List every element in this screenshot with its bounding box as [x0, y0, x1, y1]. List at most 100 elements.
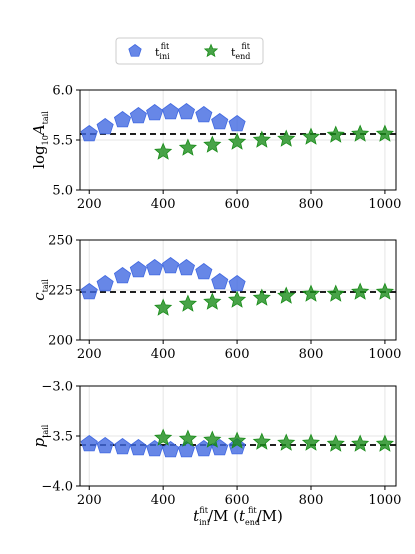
x-tick-label: 400	[151, 347, 176, 362]
series-end	[154, 282, 394, 316]
pentagon-point	[146, 104, 164, 121]
legend: tinifit tendfit	[115, 37, 264, 65]
x-tick-label: 400	[151, 197, 176, 212]
pentagon-point	[177, 103, 196, 120]
x-axis-label-text: tinifit/M (tendfit/M)	[193, 506, 283, 527]
pentagon-point	[129, 439, 147, 456]
star-point	[178, 138, 197, 156]
legend-label: tinifit	[155, 42, 170, 61]
y-tick-label: 200	[48, 334, 73, 349]
pentagon-point	[80, 435, 98, 452]
x-tick-label: 600	[225, 493, 250, 508]
star-point	[277, 286, 296, 304]
star-point	[227, 290, 247, 308]
star-point	[154, 298, 173, 316]
pentagon-point	[113, 267, 132, 284]
star-point	[301, 127, 321, 145]
pentagon-point	[96, 437, 114, 454]
legend-frame	[115, 37, 264, 65]
chart-panel-3: 200 400 600 800 1000 −4.0 −3.5 −3.0 ptail	[30, 380, 401, 509]
star-point	[203, 430, 222, 448]
series-end	[154, 428, 394, 452]
star-point	[252, 130, 271, 148]
pentagon-point	[129, 261, 147, 278]
star-point	[154, 428, 173, 446]
legend-entry: tendfit	[203, 42, 251, 61]
x-tick-label: 800	[299, 197, 324, 212]
x-tick-label: 800	[299, 347, 324, 362]
star-point	[252, 432, 271, 450]
star-point	[375, 434, 394, 452]
star-point	[227, 132, 247, 150]
star-point	[326, 284, 345, 302]
star-point	[203, 135, 222, 153]
star-point	[252, 288, 271, 306]
x-tick-label: 1000	[368, 197, 401, 212]
star-point	[351, 282, 370, 300]
pentagon-point	[195, 106, 213, 123]
star-point	[178, 294, 197, 312]
y-tick-label: 225	[48, 284, 73, 299]
star-point	[301, 433, 321, 451]
star-point	[178, 429, 197, 447]
y-tick-label: −4.0	[41, 480, 73, 495]
chart-panel-2: 200 400 600 800 1000 200 225 250 ctail	[30, 234, 401, 363]
star-point	[154, 142, 173, 160]
pentagon-point	[228, 115, 246, 132]
y-tick-label: 5.0	[52, 184, 73, 199]
star-point	[227, 431, 247, 449]
star-point	[351, 124, 370, 142]
x-tick-label: 200	[77, 197, 102, 212]
y-axis-label: ptail	[30, 424, 50, 447]
pentagon-point	[162, 103, 180, 120]
y-tick-label: 5.5	[52, 134, 73, 149]
legend-star-marker	[203, 43, 219, 58]
pentagon-point	[96, 275, 114, 292]
x-tick-label: 200	[77, 493, 102, 508]
star-point	[326, 434, 345, 452]
pentagon-point	[162, 257, 180, 274]
y-tick-label: 6.0	[52, 84, 73, 99]
pentagon-point	[146, 259, 164, 276]
x-tick-label: 200	[77, 347, 102, 362]
pentagon-point	[113, 111, 132, 128]
pentagon-point	[80, 283, 98, 300]
x-axis-label: tinifit/M (tendfit/M)	[193, 506, 283, 527]
series-ini	[80, 257, 246, 300]
legend-label: tendfit	[231, 42, 251, 61]
pentagon-point	[96, 118, 114, 135]
y-tick-label: −3.5	[41, 430, 73, 445]
star-point	[326, 125, 345, 143]
x-tick-label: 1000	[368, 347, 401, 362]
x-tick-label: 600	[225, 197, 250, 212]
pentagon-point	[113, 438, 132, 455]
pentagon-point	[228, 275, 246, 292]
star-point	[375, 282, 394, 300]
legend-entry: tinifit	[128, 42, 170, 61]
star-point	[375, 124, 394, 142]
star-point	[301, 284, 321, 302]
pentagon-point	[129, 107, 147, 124]
star-point	[277, 433, 296, 451]
legend-pentagon-marker	[128, 44, 142, 57]
pentagon-point	[211, 273, 229, 290]
pentagon-point	[195, 263, 213, 280]
star-point	[277, 129, 296, 147]
x-tick-label: 1000	[368, 493, 401, 508]
star-point	[351, 434, 370, 452]
pentagon-point	[177, 259, 196, 276]
pentagon-point	[80, 125, 98, 142]
y-tick-label: −3.0	[41, 380, 73, 395]
x-tick-label: 400	[151, 493, 176, 508]
star-point	[203, 292, 222, 310]
x-tick-label: 600	[225, 347, 250, 362]
series-ini	[80, 103, 246, 142]
series-end	[154, 124, 394, 160]
y-tick-label: 250	[48, 234, 73, 249]
pentagon-point	[211, 113, 229, 130]
y-axis-label: log10Atail	[30, 111, 50, 169]
x-tick-label: 800	[299, 493, 324, 508]
